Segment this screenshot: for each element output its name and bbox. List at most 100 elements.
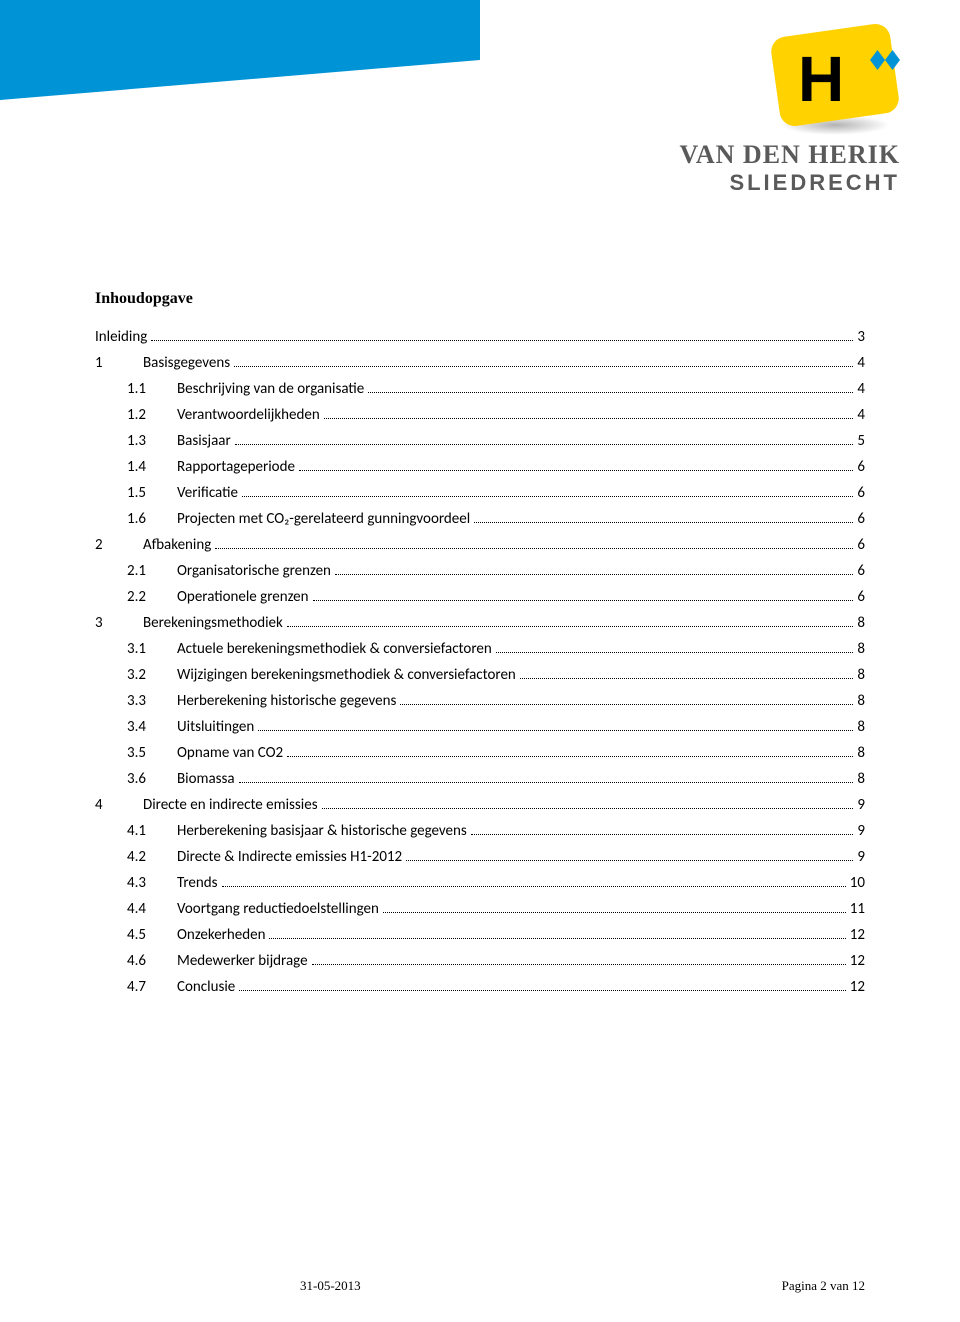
toc-entry-label: Inleiding [95,330,147,345]
toc-entry-page: 12 [850,954,865,969]
toc-leader-dots [242,496,853,497]
toc-entry-page: 6 [857,460,865,475]
toc-entry-number: 3 [95,616,117,631]
toc-entry-page: 6 [857,486,865,501]
footer-page-label: Pagina 2 van 12 [782,1278,865,1294]
logo-area: H VAN DEN HERIK SLIEDRECHT [600,20,900,196]
company-name-line2: SLIEDRECHT [600,170,900,196]
toc-entry-label: Medewerker bijdrage [177,954,308,969]
toc-entry[interactable]: 3.1Actuele berekeningsmethodiek & conver… [127,642,865,657]
toc-entry-number: 4.2 [127,850,157,865]
toc-entry-page: 9 [857,850,865,865]
page-footer: 31-05-2013 Pagina 2 van 12 [95,1278,865,1294]
toc-entry-label: Operationele grenzen [177,590,309,605]
toc-list: Inleiding31Basisgegevens41.1Beschrijving… [95,330,865,995]
content-area: Inhoudopgave Inleiding31Basisgegevens41.… [95,290,865,1006]
toc-entry-number: 1.1 [127,382,157,397]
toc-entry[interactable]: 1.2Verantwoordelijkheden4 [127,408,865,423]
toc-entry-number: 2 [95,538,117,553]
toc-entry-number: 4.4 [127,902,157,917]
toc-entry[interactable]: 1.6 Projecten met CO₂-gerelateerd gunning… [127,512,865,527]
toc-leader-dots [474,522,853,523]
toc-entry-label: Herberekening historische gegevens [177,694,396,709]
toc-entry-label: Basisjaar [177,434,231,449]
toc-entry-number: 1.6 [127,512,157,527]
toc-leader-dots [400,704,853,705]
toc-entry[interactable]: 2.2Operationele grenzen6 [127,590,865,605]
toc-leader-dots [313,600,854,601]
toc-entry[interactable]: 2.1Organisatorische grenzen6 [127,564,865,579]
company-name-line1: VAN DEN HERIK [600,140,900,170]
toc-leader-dots [324,418,854,419]
toc-entry-page: 8 [857,616,865,631]
toc-entry-page: 12 [850,980,865,995]
toc-leader-dots [520,678,854,679]
toc-entry-number: 1 [95,356,117,371]
toc-entry[interactable]: 4.1 Herberekening basisjaar & historische… [127,824,865,839]
toc-entry-number: 4 [95,798,117,813]
toc-entry[interactable]: 4.2 Directe & Indirecte emissies H1-2012 9 [127,850,865,865]
toc-entry-number: 3.3 [127,694,157,709]
toc-entry-label: Biomassa [177,772,235,787]
toc-entry-page: 6 [857,564,865,579]
toc-entry-page: 8 [857,668,865,683]
toc-entry[interactable]: 4.3Trends10 [127,876,865,891]
toc-entry[interactable]: 4 Directe en indirecte emissies 9 [95,798,865,813]
toc-entry-label: Basisgegevens [143,356,230,371]
toc-entry-number: 1.5 [127,486,157,501]
toc-entry[interactable]: 3Berekeningsmethodiek8 [95,616,865,631]
toc-entry-page: 8 [857,772,865,787]
toc-leader-dots [299,470,853,471]
toc-entry-number: 4.5 [127,928,157,943]
toc-entry-label: Herberekening basisjaar & historische ge… [177,824,467,839]
toc-entry-page: 12 [850,928,865,943]
toc-entry-number: 3.6 [127,772,157,787]
toc-entry-label: Organisatorische grenzen [177,564,331,579]
toc-entry-number: 1.2 [127,408,157,423]
toc-leader-dots [471,834,854,835]
toc-entry-label: Directe en indirecte emissies [143,798,318,813]
toc-entry-number: 4.7 [127,980,157,995]
toc-entry-label: Trends [177,876,218,891]
toc-entry[interactable]: 2Afbakening6 [95,538,865,553]
toc-entry-page: 8 [857,746,865,761]
toc-entry-number: 3.4 [127,720,157,735]
toc-leader-dots [312,964,846,965]
toc-entry-label: Afbakening [143,538,211,553]
toc-entry[interactable]: 4.5 Onzekerheden 12 [127,928,865,943]
toc-entry[interactable]: 3.4Uitsluitingen8 [127,720,865,735]
toc-entry[interactable]: 1.3Basisjaar5 [127,434,865,449]
toc-entry[interactable]: 3.6 Biomassa 8 [127,772,865,787]
toc-entry[interactable]: 1.5Verificatie6 [127,486,865,501]
toc-entry-number: 2.2 [127,590,157,605]
toc-entry[interactable]: 1Basisgegevens4 [95,356,865,371]
toc-entry-page: 9 [857,798,865,813]
toc-entry-label: Wijzigingen berekeningsmethodiek & conve… [177,668,516,683]
toc-entry[interactable]: 1.1Beschrijving van de organisatie4 [127,382,865,397]
toc-entry-page: 8 [857,694,865,709]
toc-entry-label: Beschrijving van de organisatie [177,382,364,397]
toc-entry[interactable]: 4.7 Conclusie 12 [127,980,865,995]
toc-entry-label: Onzekerheden [177,928,265,943]
toc-leader-dots [322,808,854,809]
toc-entry[interactable]: 1.4Rapportageperiode6 [127,460,865,475]
toc-entry-label: Projecten met CO₂-gerelateerd gunningvoo… [177,512,470,527]
toc-entry-label: Directe & Indirecte emissies H1-2012 [177,850,402,865]
toc-title: Inhoudopgave [95,290,865,308]
toc-leader-dots [151,340,853,341]
footer-date: 31-05-2013 [300,1278,361,1294]
toc-entry-label: Uitsluitingen [177,720,254,735]
toc-entry[interactable]: 4.6 Medewerker bijdrage 12 [127,954,865,969]
toc-entry[interactable]: 4.4Voortgang reductiedoelstellingen11 [127,902,865,917]
toc-entry-label: Conclusie [177,980,235,995]
toc-entry-page: 6 [857,512,865,527]
toc-entry[interactable]: Inleiding3 [95,330,865,345]
toc-entry-number: 4.1 [127,824,157,839]
toc-entry[interactable]: 3.2Wijzigingen berekeningsmethodiek & co… [127,668,865,683]
toc-leader-dots [234,366,853,367]
toc-entry-number: 4.6 [127,954,157,969]
toc-entry[interactable]: 3.5Opname van CO28 [127,746,865,761]
toc-entry[interactable]: 3.3 Herberekening historische gegevens 8 [127,694,865,709]
toc-entry-label: Actuele berekeningsmethodiek & conversie… [177,642,492,657]
toc-entry-page: 8 [857,642,865,657]
